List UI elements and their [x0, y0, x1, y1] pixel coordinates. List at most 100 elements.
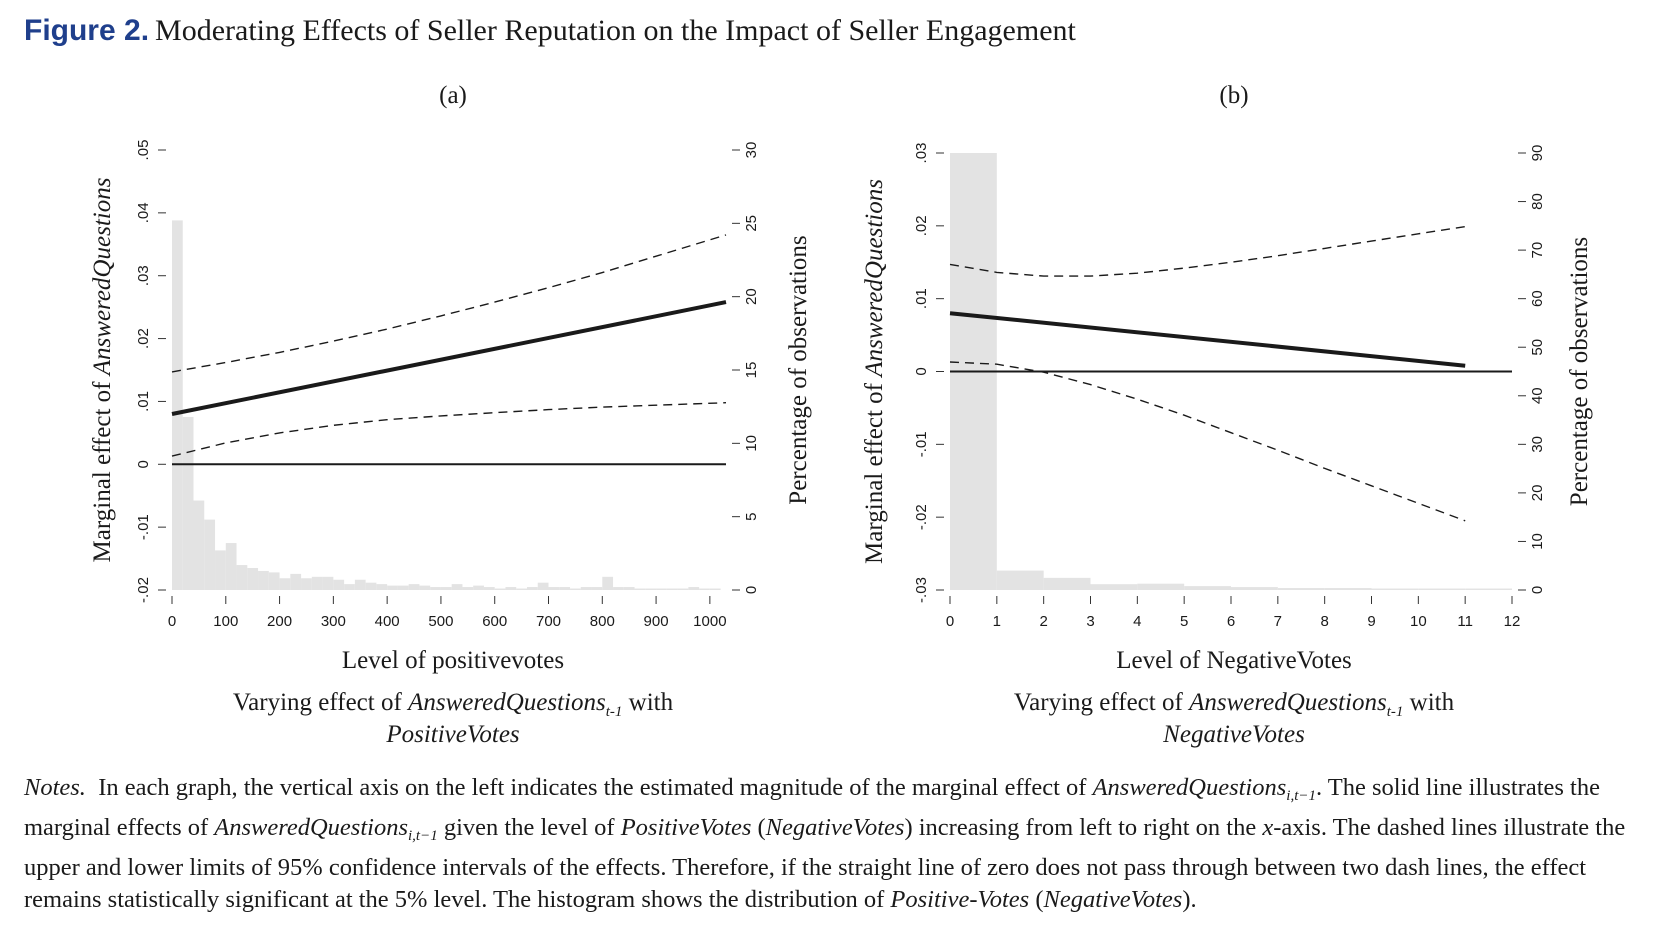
chart-b-y2-tick-label: 30	[1529, 436, 1546, 453]
notes-var-sub-2: i,t−1	[407, 828, 438, 844]
chart-a-caption-line-1: Varying effect of AnsweredQuestionst-1 w…	[233, 689, 674, 720]
chart-b-caption-line-2: NegativeVotes	[1162, 721, 1305, 748]
chart-a-x-tick-label: 200	[267, 613, 292, 630]
chart-a-y-tick-label: 0	[135, 460, 152, 468]
notes-text-5: -axis. The dashed lines illustrate the u…	[24, 814, 1626, 913]
chart-a-hist-bar	[688, 587, 700, 590]
chart-a-hist-bar	[537, 582, 549, 590]
chart-a-y-axis-label-prefix: Marginal effect of	[89, 375, 116, 562]
chart-a-hist-bar	[279, 578, 291, 590]
chart-a-hist-bar	[397, 585, 409, 590]
chart-a-hist-bar	[570, 588, 581, 590]
chart-a-x-tick-label: 900	[644, 613, 669, 630]
chart-a-hist-bar	[451, 584, 463, 590]
notes-var-positive: PositiveVotes	[620, 814, 752, 841]
chart-a-hist-bar	[677, 588, 689, 590]
chart-a-hist-bar	[505, 587, 517, 590]
chart-b-caption-suffix: with	[1403, 689, 1454, 716]
chart-a-y2-tick-label: 30	[743, 142, 760, 159]
figure-title: Figure 2. Moderating Effects of Seller Re…	[24, 14, 1076, 48]
notes-var-answered-2: AnsweredQuestions	[214, 814, 408, 841]
chart-b-y-tick-label: .03	[913, 143, 930, 164]
chart-b-x-tick-label: 0	[946, 613, 954, 630]
figure-label: Figure 2.	[24, 14, 150, 47]
chart-a-y-tick-label: -.01	[135, 514, 152, 540]
chart-a-hist-bar	[623, 587, 635, 590]
chart-a-hist-bar	[656, 588, 667, 590]
chart-a-hist-bar	[591, 587, 603, 590]
chart-b-y2-tick-label: 70	[1529, 242, 1546, 259]
chart-a-x-tick-label: 500	[428, 613, 453, 630]
chart-b-hist-bar	[1184, 586, 1231, 590]
chart-b-x-tick-label: 1	[993, 613, 1001, 630]
chart-a-x-tick-label: 100	[213, 613, 238, 630]
chart-a-hist-bar	[258, 570, 269, 590]
chart-b-line-lower-ci	[949, 361, 1466, 522]
chart-a-hist-bar	[548, 587, 560, 590]
chart-a-hist-bar	[225, 543, 237, 590]
chart-b-y-tick-label: .02	[913, 215, 930, 236]
chart-a: (a)0 100 200 300 400 500 600 700 800 900 1000-.02-…	[89, 82, 812, 748]
figure-charts: (a)0 100 200 300 400 500 600 700 800 900 1000-.02-…	[89, 82, 1593, 748]
chart-b-hist-bar	[1137, 583, 1185, 590]
chart-b-y-axis-label: Marginal effect of AnsweredQuestions	[861, 179, 888, 564]
chart-b-x-tick-label: 3	[1086, 613, 1094, 630]
chart-a-hist-bar	[247, 568, 259, 590]
chart-a-hist-bar	[613, 587, 624, 590]
chart-b-hist-bar	[1324, 588, 1372, 590]
chart-a-hist-bar	[473, 585, 484, 590]
chart-b-x-tick-label: 4	[1133, 613, 1141, 630]
chart-b-hist-bar	[1418, 588, 1466, 590]
chart-b-line-upper-ci	[949, 225, 1466, 277]
chart-a-caption-suffix: with	[622, 689, 673, 716]
chart-b-y2-tick-label: 10	[1529, 533, 1546, 550]
chart-a-line-upper-ci	[171, 234, 727, 373]
chart-a-y2-tick-label: 10	[743, 435, 760, 452]
chart-a-hist-bar	[268, 572, 280, 590]
chart-a-hist-bar	[204, 519, 216, 590]
chart-b-y-axis-label-var: AnsweredQuestions	[861, 179, 888, 379]
chart-b-y-tick-label: 0	[913, 367, 930, 375]
chart-a-hist-bar	[526, 587, 538, 590]
chart-b-hist-bar	[1371, 588, 1419, 590]
chart-b-caption-line-1: Varying effect of AnsweredQuestionst-1 w…	[1014, 689, 1455, 720]
notes-var-negative-2: NegativeVotes	[1043, 886, 1183, 913]
notes-text-3: given the level of	[443, 814, 615, 841]
chart-b-y2-tick-label: 90	[1529, 145, 1546, 162]
chart-a-hist-bar	[494, 588, 506, 590]
chart-a-hist-bar	[365, 582, 377, 590]
chart-b-x-tick-label: 6	[1227, 613, 1235, 630]
chart-a-hist-bar	[172, 220, 183, 590]
chart-a-hist-bar	[301, 578, 312, 590]
chart-a-hist-bar	[236, 565, 248, 590]
chart-b-panel-label: (b)	[1219, 82, 1248, 109]
chart-b-y2-tick-label: 80	[1529, 193, 1546, 210]
chart-b-x-tick-label: 5	[1180, 613, 1188, 630]
chart-b-y2-tick-label: 60	[1529, 290, 1546, 307]
chart-a-hist-bar	[709, 588, 721, 590]
chart-a-x-tick-label: 700	[536, 613, 561, 630]
chart-a-y-axis-label-var: AnsweredQuestions	[89, 178, 116, 378]
chart-a-hist-bar	[666, 588, 678, 590]
chart-a-hist-bar	[344, 584, 355, 590]
chart-a-hist-bar	[311, 576, 323, 590]
chart-a-line-effect	[171, 300, 727, 416]
chart-a-hist-bar	[376, 584, 388, 590]
chart-b-y-tick-label: -.01	[913, 431, 930, 457]
chart-a-hist-bar	[483, 587, 495, 590]
chart-b-x-tick-label: 9	[1367, 613, 1375, 630]
chart-b-y2-tick-label: 40	[1529, 387, 1546, 404]
notes-var-x: x	[1262, 814, 1274, 841]
chart-a-hist-bar	[290, 573, 302, 590]
chart-b-hist-bar	[1043, 577, 1091, 590]
notes-text-4: increasing from left to right on the	[918, 814, 1257, 841]
chart-a-y-tick-label: .03	[135, 265, 152, 286]
chart-a-y2-tick-label: 25	[743, 215, 760, 232]
chart-a-y-tick-label: .02	[135, 328, 152, 349]
chart-a-y-tick-label: .01	[135, 391, 152, 412]
notes-text-1: In each graph, the vertical axis on the …	[98, 774, 1087, 801]
chart-a-y-axis-label: Marginal effect of AnsweredQuestions	[89, 178, 116, 563]
notes-var-sub-1: i,t−1	[1286, 788, 1316, 804]
chart-a-x-tick-label: 800	[590, 613, 615, 630]
chart-b-hist-bar	[1277, 588, 1325, 590]
